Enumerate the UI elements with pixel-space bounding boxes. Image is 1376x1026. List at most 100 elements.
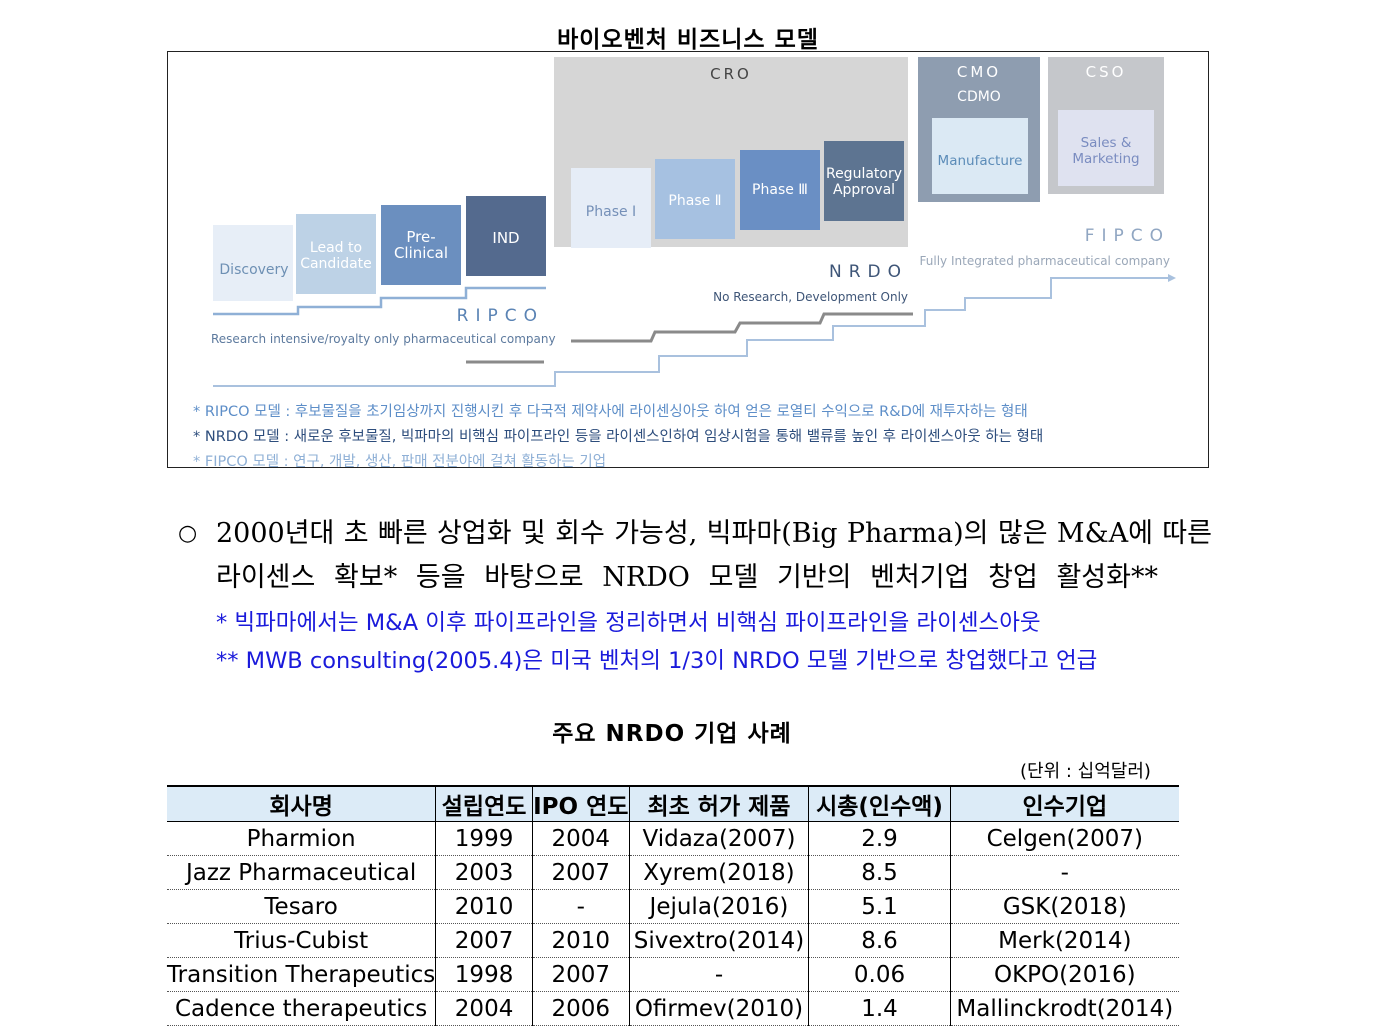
model-nrdo: NRDO xyxy=(829,262,908,282)
table-row: Jazz Pharmaceutical 2003 2007 Xyrem(2018… xyxy=(167,855,1179,890)
header-acquirer: 인수기업 xyxy=(949,785,1179,822)
cell-market-cap: 8.6 xyxy=(808,923,951,958)
business-model-diagram: CRO CMO CDMO Manufacture CSO Sales & Mar… xyxy=(167,51,1209,468)
table-row: Trius-Cubist 2007 2010 Sivextro(2014) 8.… xyxy=(167,923,1179,958)
cell-company: Cadence therapeutics xyxy=(167,991,436,1026)
cell-product: Sivextro(2014) xyxy=(628,923,809,958)
note-fipco: * FIPCO 모델 : 연구, 개발, 생산, 판매 전분야에 걸쳐 활동하는… xyxy=(193,453,606,468)
header-ipo: IPO 연도 xyxy=(531,785,630,822)
stage-preclinical-line2: Clinical xyxy=(394,244,448,262)
table-unit: (단위 : 십억달러) xyxy=(1020,761,1151,782)
model-fipco: FIPCO xyxy=(1085,226,1170,246)
cell-product: Vidaza(2007) xyxy=(628,821,809,856)
stage-manufacture: Manufacture xyxy=(938,153,1023,169)
cell-founded: 1999 xyxy=(435,821,533,856)
cell-product: Xyrem(2018) xyxy=(628,855,809,890)
cell-company: Transition Therapeutics xyxy=(167,957,436,992)
preclinical-box xyxy=(381,205,461,285)
cell-ipo: 2004 xyxy=(531,821,630,856)
cell-ipo: 2007 xyxy=(531,957,630,992)
header-company: 회사명 xyxy=(167,785,436,822)
paragraph-line-1: 2000년대 초 빠른 상업화 및 회수 가능성, 빅파마(Big Pharma… xyxy=(216,518,1212,549)
cell-company: Pharmion xyxy=(167,821,436,856)
header-founded: 설립연도 xyxy=(435,785,533,822)
fipco-step-line xyxy=(213,277,1173,387)
nrdo-step-lines xyxy=(571,312,913,343)
cell-acquirer: GSK(2018) xyxy=(949,889,1179,924)
header-market-cap: 시총(인수액) xyxy=(808,785,951,822)
note-nrdo: * NRDO 모델 : 새로운 후보물질, 빅파마의 비핵심 파이프라인 등을 … xyxy=(193,428,1043,445)
table-row: Cadence therapeutics 2004 2006 Ofirmev(2… xyxy=(167,991,1179,1026)
cell-market-cap: 0.06 xyxy=(808,957,951,992)
cell-acquirer: Mallinckrodt(2014) xyxy=(949,991,1179,1026)
cell-founded: 2003 xyxy=(435,855,533,890)
table-row: Tesaro 2010 - Jejula(2016) 5.1 GSK(2018) xyxy=(167,889,1179,924)
cell-company: Trius-Cubist xyxy=(167,923,436,958)
stage-phase1: Phase Ⅰ xyxy=(586,204,636,220)
cell-market-cap: 1.4 xyxy=(808,991,951,1026)
cell-acquirer: Merk(2014) xyxy=(949,923,1179,958)
stage-phase3: Phase Ⅲ xyxy=(752,182,808,198)
table-row: Pharmion 1999 2004 Vidaza(2007) 2.9 Celg… xyxy=(167,821,1179,856)
cell-founded: 2010 xyxy=(435,889,533,924)
cell-market-cap: 8.5 xyxy=(808,855,951,890)
stage-discovery: Discovery xyxy=(219,262,288,278)
stage-regulatory-line1: Regulatory xyxy=(826,166,902,182)
stage-ind: IND xyxy=(492,229,519,247)
main-paragraph: 2000년대 초 빠른 상업화 및 회수 가능성, 빅파마(Big Pharma… xyxy=(216,512,1212,600)
cell-company: Jazz Pharmaceutical xyxy=(167,855,436,890)
table-row: Transition Therapeutics 1998 2007 - 0.06… xyxy=(167,957,1179,992)
cro-label: CRO xyxy=(710,65,752,83)
cell-acquirer: OKPO(2016) xyxy=(949,957,1179,992)
sales-box xyxy=(1058,110,1154,186)
footnote-2: ** MWB consulting(2005.4)은 미국 벤처의 1/3이 N… xyxy=(216,648,1098,674)
cell-product: Jejula(2016) xyxy=(628,889,809,924)
nrdo-company-table: 회사명 설립연도 IPO 연도 최초 허가 제품 시총(인수액) 인수기업 Ph… xyxy=(167,785,1179,1026)
note-ripco: * RIPCO 모델 : 후보물질을 초기임상까지 진행시킨 후 다국적 제약사… xyxy=(193,403,1028,420)
cdmo-label: CDMO xyxy=(957,89,1001,105)
stage-preclinical-line1: Pre- xyxy=(406,228,435,246)
stage-sales-line2: Marketing xyxy=(1072,151,1139,167)
cell-ipo: 2010 xyxy=(531,923,630,958)
fipco-arrow-head xyxy=(1168,274,1176,282)
cell-founded: 1998 xyxy=(435,957,533,992)
discovery-box xyxy=(213,225,293,301)
cso-label: CSO xyxy=(1086,63,1127,81)
header-first-product: 최초 허가 제품 xyxy=(628,785,809,822)
cell-ipo: 2007 xyxy=(531,855,630,890)
model-fipco-desc: Fully Integrated pharmaceutical company xyxy=(920,254,1170,268)
manufacture-box xyxy=(932,118,1028,194)
cell-ipo: 2006 xyxy=(531,991,630,1026)
stage-lead-line1: Lead to xyxy=(310,240,362,256)
model-ripco-desc: Research intensive/royalty only pharmace… xyxy=(211,332,556,346)
ripco-step-line xyxy=(213,286,546,316)
stage-phase2: Phase Ⅱ xyxy=(668,193,721,209)
cell-market-cap: 2.9 xyxy=(808,821,951,856)
stage-sales-line1: Sales & xyxy=(1081,135,1132,151)
bullet-circle: ○ xyxy=(178,521,198,546)
phase2-box xyxy=(655,159,735,239)
phase1-box xyxy=(571,168,651,248)
model-ripco: RIPCO xyxy=(457,306,544,326)
cell-company: Tesaro xyxy=(167,889,436,924)
cell-product: - xyxy=(628,957,809,992)
stage-regulatory-line2: Approval xyxy=(833,182,895,198)
cell-founded: 2007 xyxy=(435,923,533,958)
phase3-box xyxy=(740,150,820,230)
cell-market-cap: 5.1 xyxy=(808,889,951,924)
figure-title: 바이오벤처 비즈니스 모델 xyxy=(557,27,819,53)
cell-founded: 2004 xyxy=(435,991,533,1026)
cell-product: Ofirmev(2010) xyxy=(628,991,809,1026)
cell-ipo: - xyxy=(531,889,630,924)
cell-acquirer: Celgen(2007) xyxy=(949,821,1179,856)
table-title: 주요 NRDO 기업 사례 xyxy=(552,721,792,747)
cmo-label: CMO xyxy=(957,63,1001,81)
regulatory-box xyxy=(824,141,904,221)
footnote-1: * 빅파마에서는 M&A 이후 파이프라인을 정리하면서 비핵심 파이프라인을 … xyxy=(216,610,1041,636)
table-header-row: 회사명 설립연도 IPO 연도 최초 허가 제품 시총(인수액) 인수기업 xyxy=(167,785,1179,822)
model-nrdo-desc: No Research, Development Only xyxy=(713,290,908,304)
paragraph-line-2: 라이센스 확보* 등을 바탕으로 NRDO 모델 기반의 벤처기업 창업 활성화… xyxy=(216,562,1158,593)
cell-acquirer: - xyxy=(949,855,1179,890)
stage-lead-line2: Candidate xyxy=(300,256,372,272)
lead-box xyxy=(296,214,376,294)
